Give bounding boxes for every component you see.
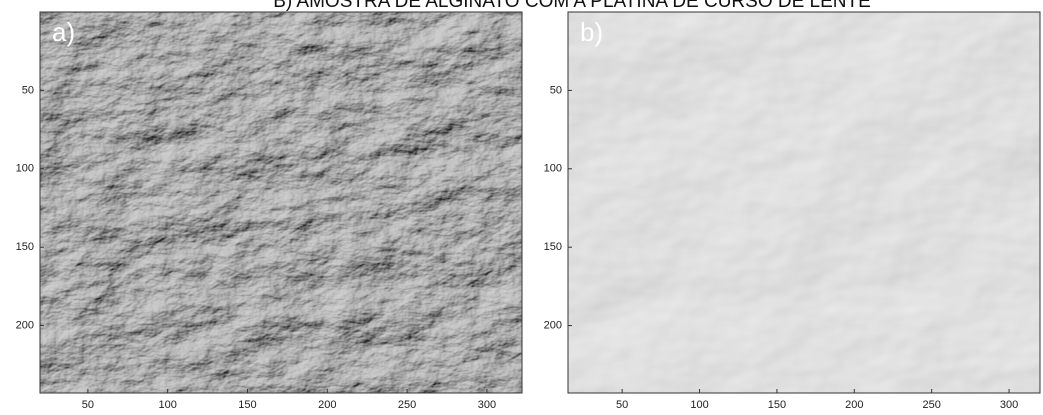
y-tick-label: 50 xyxy=(22,84,34,96)
figure-title: B) AMOSTRA DE ALGINATO COM A PLATINA DE … xyxy=(273,0,871,12)
y-tick-label: 50 xyxy=(550,84,562,96)
x-tick-label: 300 xyxy=(478,399,496,411)
x-tick-label: 250 xyxy=(922,399,940,411)
y-tick-label: 100 xyxy=(16,163,34,175)
y-tick-label: 100 xyxy=(544,163,562,175)
x-tick-label: 150 xyxy=(238,399,256,411)
x-tick-label: 200 xyxy=(318,399,336,411)
surface-image xyxy=(40,12,522,393)
y-tick-label: 150 xyxy=(16,241,34,253)
y-tick-label: 200 xyxy=(544,319,562,331)
panel-label: b) xyxy=(580,17,603,47)
x-tick-label: 100 xyxy=(690,399,708,411)
x-tick-label: 50 xyxy=(616,399,628,411)
x-tick-label: 300 xyxy=(1000,399,1018,411)
surface-image xyxy=(568,12,1040,393)
x-tick-label: 200 xyxy=(845,399,863,411)
figure: B) AMOSTRA DE ALGINATO COM A PLATINA DE … xyxy=(0,0,1043,415)
y-tick-label: 150 xyxy=(544,241,562,253)
y-tick-label: 200 xyxy=(16,319,34,331)
x-tick-label: 150 xyxy=(768,399,786,411)
panel-label: a) xyxy=(52,17,75,47)
x-tick-label: 50 xyxy=(82,399,94,411)
x-tick-label: 100 xyxy=(159,399,177,411)
x-tick-label: 250 xyxy=(398,399,416,411)
